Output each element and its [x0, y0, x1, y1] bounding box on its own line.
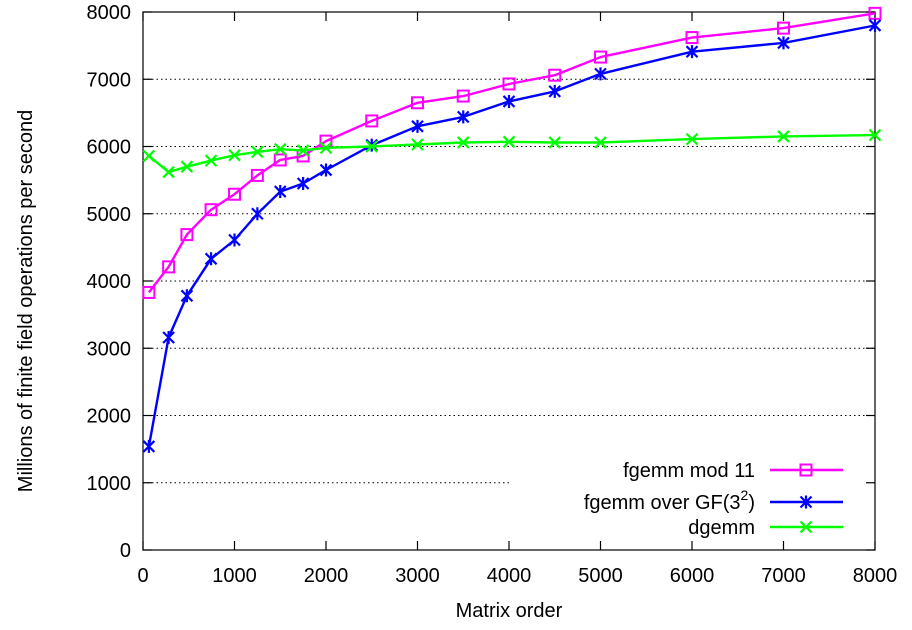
data-point — [777, 21, 790, 35]
data-point — [456, 136, 470, 149]
data-point — [251, 145, 264, 159]
x-tick-label: 0 — [137, 565, 148, 587]
legend: fgemm mod 11 fgemm over GF(32) dgemm — [584, 460, 843, 539]
x-tick-label: 6000 — [670, 565, 715, 587]
data-point — [868, 6, 882, 20]
legend-label-main: dgemm — [688, 517, 755, 539]
legend-label-tail: ) — [748, 492, 755, 514]
data-point — [273, 142, 287, 156]
data-point — [685, 132, 699, 146]
data-point — [180, 228, 194, 242]
data-point — [250, 168, 264, 182]
legend-entry: fgemm mod 11 — [623, 460, 843, 482]
legend-label: dgemm — [688, 517, 755, 539]
data-point — [685, 31, 699, 45]
data-point — [868, 128, 882, 142]
data-point — [142, 285, 156, 299]
y-tick-label: 3000 — [87, 338, 132, 360]
data-point — [777, 36, 790, 50]
data-point — [777, 130, 790, 143]
y-tick-label: 4000 — [87, 271, 132, 293]
legend-label-main: fgemm mod 11 — [623, 460, 755, 482]
data-point — [319, 141, 333, 155]
y-tick-label: 5000 — [87, 204, 132, 226]
series-line — [148, 133, 876, 174]
grid-lines — [143, 78, 875, 484]
legend-marker — [799, 463, 813, 477]
data-point — [319, 163, 333, 177]
x-tick-label: 2000 — [304, 565, 349, 587]
legend-label-main: fgemm over GF(3 — [584, 492, 741, 514]
data-point — [594, 136, 607, 149]
data-series — [142, 6, 882, 453]
data-point — [180, 289, 194, 303]
data-point — [411, 138, 424, 151]
y-tick-label: 2000 — [87, 406, 132, 428]
data-point — [502, 94, 516, 108]
data-point — [594, 67, 607, 81]
data-point — [273, 185, 287, 199]
series-line — [147, 24, 876, 447]
x-tick-label: 4000 — [487, 565, 532, 587]
legend-entry: dgemm — [688, 517, 843, 539]
data-point — [548, 84, 562, 98]
data-point — [162, 330, 175, 344]
data-point — [502, 77, 516, 91]
data-point — [456, 89, 470, 103]
legend-label: fgemm mod 11 — [623, 460, 755, 482]
series-2 — [142, 128, 882, 179]
legend-entry: fgemm over GF(32) — [584, 487, 843, 514]
x-axis-title: Matrix order — [456, 600, 563, 622]
data-point — [456, 110, 470, 124]
y-axis-title: Millions of finite field operations per … — [15, 110, 37, 492]
data-point — [502, 135, 516, 149]
data-point — [365, 114, 379, 128]
series-0 — [142, 6, 882, 299]
y-tick-label: 7000 — [87, 69, 132, 91]
x-tick-label: 8000 — [853, 565, 898, 587]
y-tick-label: 1000 — [87, 473, 132, 495]
axes: 0 1000 2000 3000 4000 5000 6000 7000 8000 0 1000 20… — [87, 2, 898, 587]
data-point — [142, 149, 156, 163]
data-point — [365, 140, 379, 153]
data-point — [228, 187, 241, 201]
y-tick-label: 6000 — [87, 137, 132, 159]
legend-marker — [799, 495, 813, 509]
legend-label-superscript: 2 — [741, 487, 749, 503]
data-point — [868, 18, 882, 32]
data-point — [594, 50, 607, 64]
data-point — [204, 252, 218, 266]
y-tick-label: 0 — [120, 540, 131, 562]
series-line — [147, 12, 876, 294]
data-point — [273, 153, 287, 167]
data-point — [251, 207, 264, 221]
data-point — [180, 160, 194, 173]
x-tick-label: 7000 — [761, 565, 806, 587]
x-tick-label: 5000 — [578, 565, 623, 587]
legend-marker — [799, 520, 813, 534]
x-tick-label: 1000 — [212, 565, 257, 587]
data-point — [411, 96, 424, 110]
data-point — [228, 233, 241, 247]
data-point — [411, 119, 424, 133]
data-point — [296, 144, 310, 157]
data-point — [204, 203, 218, 217]
data-point — [548, 68, 562, 82]
data-point — [162, 165, 175, 179]
data-point — [204, 154, 218, 167]
y-tick-label: 8000 — [87, 2, 132, 24]
legend-label: fgemm over GF(32) — [584, 487, 755, 514]
data-point — [548, 136, 562, 149]
x-tick-label: 3000 — [395, 565, 440, 587]
data-point — [296, 176, 310, 190]
data-point — [685, 45, 699, 59]
data-point — [142, 439, 156, 453]
data-point — [228, 148, 241, 162]
data-point — [162, 260, 176, 274]
